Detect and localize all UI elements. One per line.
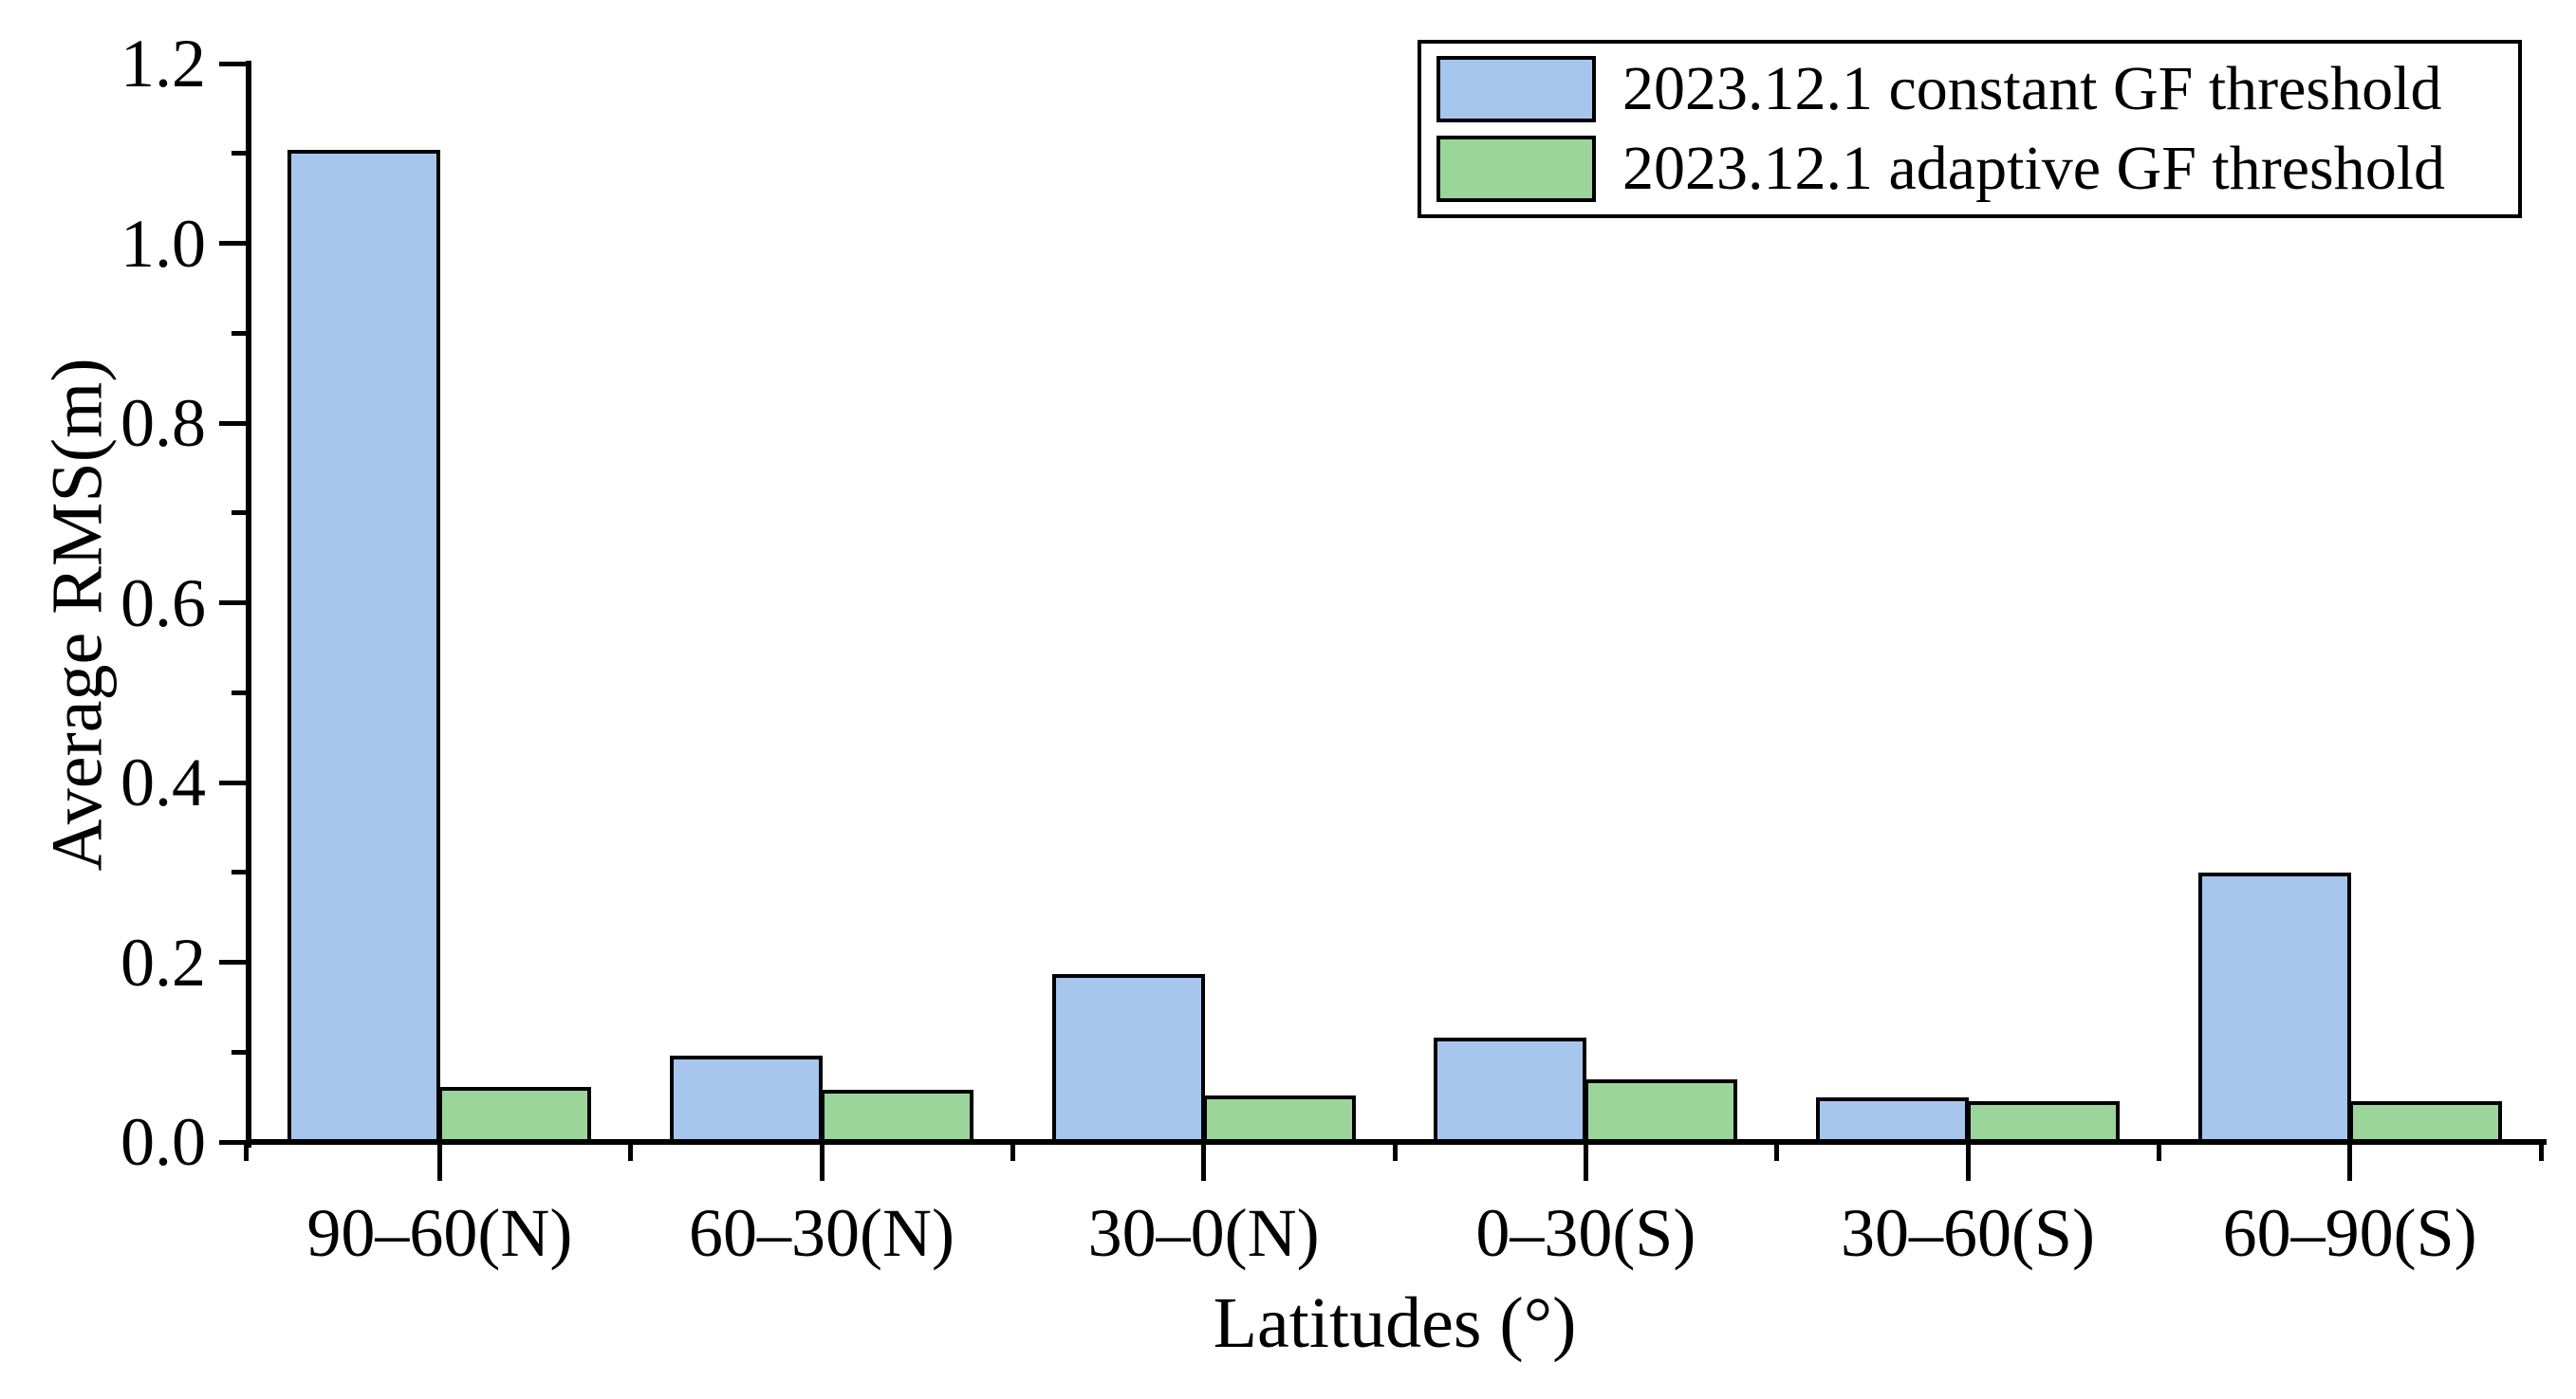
y-tick-label: 0.0 <box>120 1104 206 1180</box>
x-minor-tick <box>1774 1145 1780 1161</box>
legend: 2023.12.1 constant GF threshold 2023.12.… <box>1418 40 2522 218</box>
y-major-tick <box>219 600 246 605</box>
x-tick-label: 30–0(N) <box>1087 1195 1320 1271</box>
x-minor-tick <box>628 1145 634 1161</box>
legend-swatch-adaptive <box>1436 135 1596 202</box>
legend-label-adaptive: 2023.12.1 adaptive GF threshold <box>1622 133 2446 203</box>
legend-swatch-constant <box>1436 56 1596 123</box>
x-minor-tick <box>243 1145 249 1161</box>
y-tick-label: 0.4 <box>120 745 206 820</box>
bar-series0-cat2 <box>1051 973 1205 1145</box>
y-major-tick <box>219 61 246 66</box>
bar-series1-cat1 <box>821 1090 973 1145</box>
bar-series0-cat5 <box>2197 872 2351 1145</box>
x-tick-label: 90–60(N) <box>306 1195 573 1271</box>
x-minor-tick <box>2156 1145 2161 1161</box>
x-major-tick <box>1583 1145 1588 1181</box>
bar-series1-cat0 <box>438 1087 592 1145</box>
x-tick-label: 60–30(N) <box>689 1195 954 1271</box>
y-tick-label: 1.2 <box>120 26 206 101</box>
y-minor-tick <box>232 330 246 336</box>
y-major-tick <box>219 1139 246 1145</box>
x-major-tick <box>819 1145 825 1181</box>
x-axis-title: Latitudes (°) <box>1213 1283 1577 1363</box>
x-tick-label: 30–60(S) <box>1841 1195 2095 1271</box>
y-minor-tick <box>232 151 246 156</box>
y-minor-tick <box>232 690 246 695</box>
bar-series1-cat3 <box>1585 1078 1738 1145</box>
x-minor-tick <box>1392 1145 1398 1161</box>
bar-series0-cat4 <box>1816 1096 1969 1145</box>
x-axis-line <box>246 1139 2547 1145</box>
y-axis-title: Average RMS(m) <box>37 358 118 872</box>
legend-label-constant: 2023.12.1 constant GF threshold <box>1622 54 2442 124</box>
bar-series0-cat0 <box>287 150 441 1145</box>
y-minor-tick <box>232 510 246 516</box>
y-major-tick <box>219 780 246 785</box>
legend-row-constant: 2023.12.1 constant GF threshold <box>1436 54 2518 124</box>
bar-series0-cat3 <box>1434 1038 1587 1145</box>
bar-series1-cat2 <box>1202 1095 1356 1145</box>
x-major-tick <box>2347 1145 2353 1181</box>
y-axis-line <box>246 61 251 1148</box>
y-tick-label: 0.2 <box>120 924 206 1001</box>
y-major-tick <box>219 241 246 246</box>
x-tick-label: 60–90(S) <box>2222 1195 2477 1271</box>
x-minor-tick <box>1010 1145 1015 1161</box>
x-major-tick <box>1201 1145 1207 1181</box>
y-tick-label: 0.8 <box>120 385 206 461</box>
y-tick-label: 1.0 <box>120 205 206 282</box>
x-tick-label: 0–30(S) <box>1475 1195 1696 1271</box>
bar-series0-cat1 <box>670 1056 823 1145</box>
x-minor-tick <box>2538 1145 2544 1161</box>
x-major-tick <box>1965 1145 1971 1181</box>
y-major-tick <box>219 420 246 426</box>
y-major-tick <box>219 960 246 965</box>
legend-row-adaptive: 2023.12.1 adaptive GF threshold <box>1436 133 2518 203</box>
y-tick-label: 0.6 <box>120 564 206 641</box>
x-major-tick <box>436 1145 442 1181</box>
y-minor-tick <box>232 870 246 875</box>
y-minor-tick <box>232 1049 246 1055</box>
